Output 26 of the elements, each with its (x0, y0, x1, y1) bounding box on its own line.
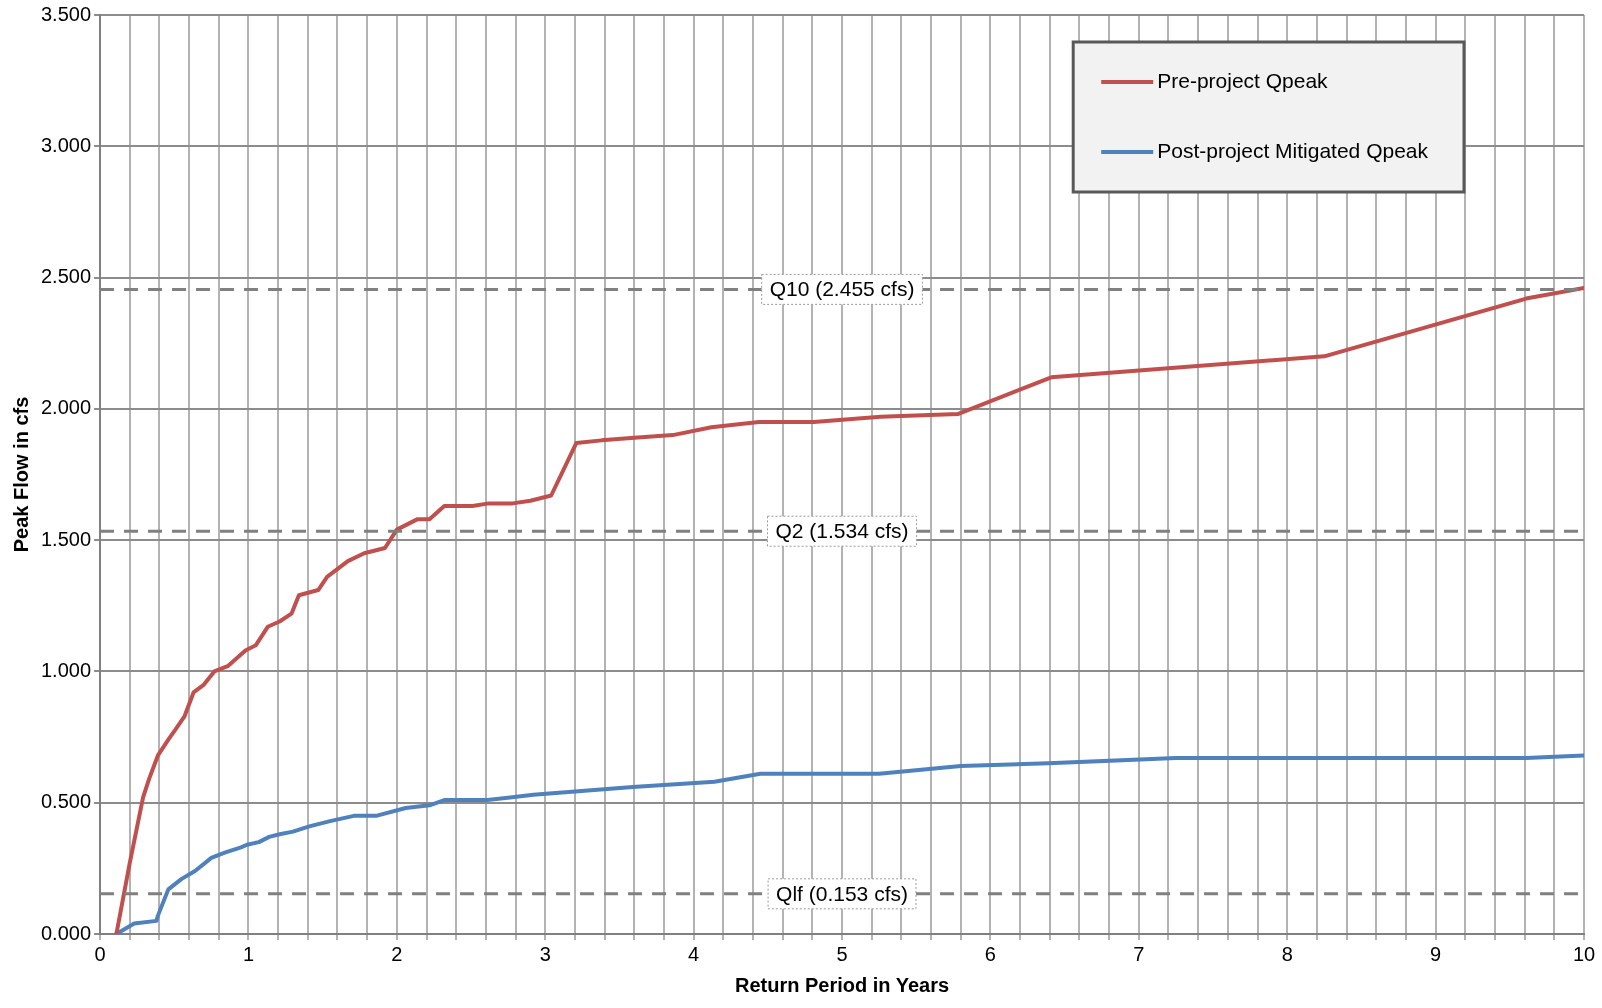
x-tick-label: 5 (836, 942, 848, 965)
x-tick-label: 7 (1133, 942, 1145, 965)
x-tick-label: 2 (391, 942, 403, 965)
y-tick-label: 1.000 (40, 658, 92, 681)
x-tick-label: 6 (984, 942, 996, 965)
legend-label: Pre-project Qpeak (1157, 68, 1329, 92)
ref-line-label: Q2 (1.534 cfs) (775, 519, 909, 543)
y-tick-label: 2.500 (40, 265, 92, 288)
y-tick-label: 3.000 (40, 133, 92, 156)
x-tick-label: 10 (1572, 942, 1596, 965)
x-tick-label: 8 (1281, 942, 1293, 965)
ref-line-label: Q10 (2.455 cfs) (769, 277, 915, 301)
y-axis-title: Peak Flow in cfs (9, 396, 32, 553)
x-tick-label: 3 (539, 942, 551, 965)
y-tick-label: 1.500 (40, 527, 92, 550)
y-tick-label: 2.000 (40, 396, 92, 419)
x-axis-title: Return Period in Years (734, 973, 950, 996)
x-tick-label: 1 (242, 942, 255, 965)
ref-line-label: Qlf (0.153 cfs) (776, 881, 908, 905)
y-tick-label: 0.500 (40, 790, 92, 813)
y-tick-label: 0.000 (40, 921, 92, 944)
x-tick-label: 0 (94, 942, 106, 965)
x-tick-label: 4 (688, 942, 700, 965)
legend-label: Post-project Mitigated Qpeak (1157, 138, 1429, 162)
y-tick-label: 3.500 (40, 2, 92, 25)
x-tick-label: 9 (1430, 942, 1442, 965)
